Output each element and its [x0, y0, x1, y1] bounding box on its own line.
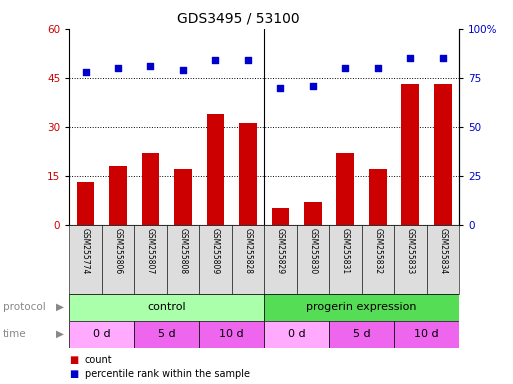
Point: [309, 83, 317, 89]
Text: GSM255834: GSM255834: [439, 228, 447, 274]
FancyBboxPatch shape: [199, 321, 264, 348]
Bar: [337, 153, 354, 225]
FancyBboxPatch shape: [264, 225, 297, 294]
Bar: [76, 182, 94, 225]
Text: count: count: [85, 355, 112, 365]
Bar: [207, 114, 224, 225]
FancyBboxPatch shape: [394, 321, 459, 348]
Text: GSM255832: GSM255832: [373, 228, 382, 274]
Text: 10 d: 10 d: [220, 329, 244, 339]
Bar: [271, 209, 289, 225]
FancyBboxPatch shape: [134, 225, 167, 294]
Text: GSM255833: GSM255833: [406, 228, 415, 274]
Bar: [239, 124, 257, 225]
Text: percentile rank within the sample: percentile rank within the sample: [85, 369, 250, 379]
FancyBboxPatch shape: [427, 225, 459, 294]
Point: [244, 57, 252, 63]
Text: protocol: protocol: [3, 302, 45, 312]
Text: GSM255806: GSM255806: [113, 228, 123, 274]
Text: ▶: ▶: [56, 329, 64, 339]
FancyBboxPatch shape: [394, 225, 427, 294]
FancyBboxPatch shape: [167, 225, 199, 294]
Point: [439, 55, 447, 61]
Text: ▶: ▶: [56, 302, 64, 312]
Point: [277, 84, 285, 91]
FancyBboxPatch shape: [297, 225, 329, 294]
Text: 0 d: 0 d: [288, 329, 306, 339]
Point: [146, 63, 154, 69]
FancyBboxPatch shape: [329, 225, 362, 294]
FancyBboxPatch shape: [102, 225, 134, 294]
FancyBboxPatch shape: [134, 321, 199, 348]
Text: GSM255808: GSM255808: [179, 228, 187, 274]
FancyBboxPatch shape: [232, 225, 264, 294]
FancyBboxPatch shape: [329, 321, 394, 348]
Point: [341, 65, 349, 71]
Text: GSM255807: GSM255807: [146, 228, 155, 274]
Bar: [369, 169, 387, 225]
Text: 0 d: 0 d: [93, 329, 111, 339]
Point: [406, 55, 415, 61]
Point: [211, 57, 220, 63]
Text: GSM255831: GSM255831: [341, 228, 350, 274]
Text: ■: ■: [69, 355, 78, 365]
Point: [114, 65, 122, 71]
FancyBboxPatch shape: [264, 321, 329, 348]
FancyBboxPatch shape: [264, 294, 459, 321]
Text: time: time: [3, 329, 26, 339]
FancyBboxPatch shape: [199, 225, 232, 294]
Text: 5 d: 5 d: [353, 329, 370, 339]
Text: GSM255828: GSM255828: [244, 228, 252, 274]
Bar: [142, 153, 160, 225]
Bar: [304, 202, 322, 225]
FancyBboxPatch shape: [69, 321, 134, 348]
Text: GSM255809: GSM255809: [211, 228, 220, 274]
Point: [179, 67, 187, 73]
Bar: [109, 166, 127, 225]
Text: control: control: [147, 302, 186, 312]
Bar: [434, 84, 452, 225]
Text: GSM255774: GSM255774: [81, 228, 90, 275]
Text: progerin expression: progerin expression: [306, 302, 417, 312]
Point: [82, 69, 90, 75]
Text: ■: ■: [69, 369, 78, 379]
Bar: [174, 169, 192, 225]
Text: GDS3495 / 53100: GDS3495 / 53100: [177, 12, 300, 25]
FancyBboxPatch shape: [362, 225, 394, 294]
Text: 5 d: 5 d: [158, 329, 175, 339]
FancyBboxPatch shape: [69, 294, 264, 321]
Text: 10 d: 10 d: [415, 329, 439, 339]
Bar: [402, 84, 419, 225]
Point: [374, 65, 382, 71]
FancyBboxPatch shape: [69, 225, 102, 294]
Text: GSM255829: GSM255829: [276, 228, 285, 274]
Text: GSM255830: GSM255830: [308, 228, 318, 274]
